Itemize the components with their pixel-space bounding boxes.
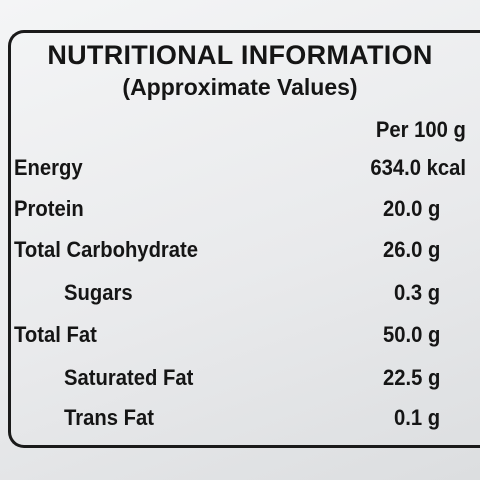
row-value: 20.0 g (382, 196, 440, 221)
row-value: 0.3 g (393, 280, 440, 305)
row-label: Protein (14, 196, 84, 221)
row-value: 0.1 g (393, 405, 440, 430)
row-label: Trans Fat (64, 405, 154, 430)
row-label: Sugars (64, 280, 133, 305)
row-value: 50.0 g (382, 322, 440, 347)
row-label: Energy (14, 155, 83, 180)
label-border (8, 30, 480, 448)
title: NUTRITIONAL INFORMATION (47, 40, 433, 70)
row-label: Saturated Fat (64, 365, 194, 390)
row-label: Total Fat (14, 322, 97, 347)
column-header: Per 100 g (375, 117, 466, 142)
row-value: 22.5 g (382, 365, 440, 390)
row-value: 26.0 g (382, 237, 440, 262)
row-value: 634.0 kcal (370, 155, 466, 180)
subtitle: (Approximate Values) (122, 74, 358, 100)
row-label: Total Carbohydrate (14, 237, 199, 262)
